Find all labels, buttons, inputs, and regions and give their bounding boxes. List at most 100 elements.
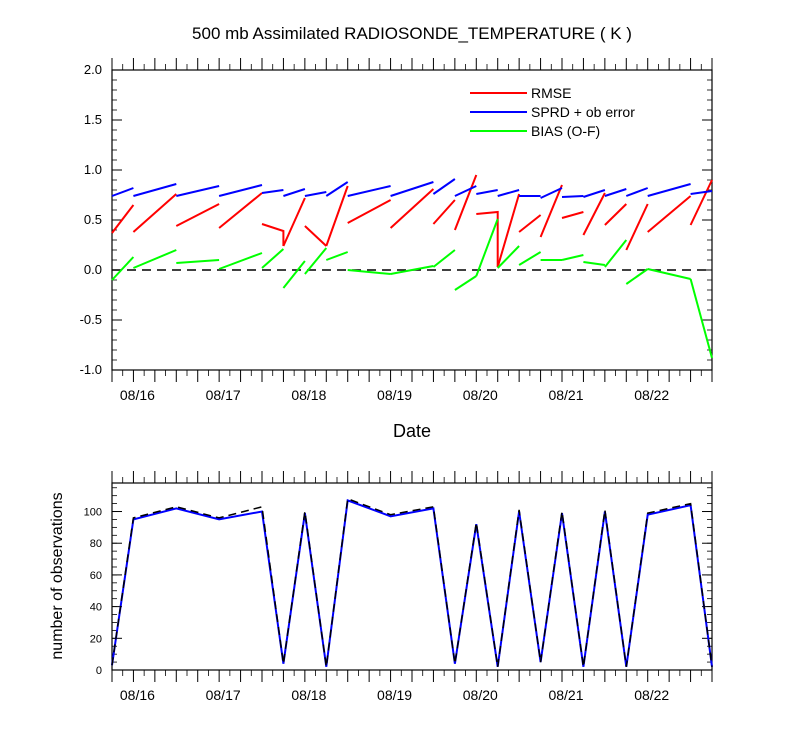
series-rmse-segment	[175, 203, 220, 227]
series-bias-o-f-segment	[518, 251, 542, 266]
series-rmse-segment	[476, 210, 499, 267]
y-tick-label: 0.5	[84, 212, 102, 227]
series-rmse-segment	[111, 204, 135, 234]
series-bias-o-f-segment	[432, 249, 456, 268]
legend: RMSE SPRD + ob error BIAS (O-F)	[470, 85, 635, 139]
series-bias-o-f-segment	[647, 268, 691, 280]
series-rmse-segment	[304, 225, 327, 247]
y-tick-label: 100	[84, 507, 102, 519]
series-bias-o-f-segment	[454, 275, 477, 291]
series-observations-assimilated	[111, 499, 713, 667]
series-sprd-ob-error-segment	[476, 189, 498, 195]
series-bias-o-f-segment	[133, 249, 177, 269]
series-bias-o-f-segment	[218, 252, 263, 270]
y-tick-label: -1.0	[80, 362, 102, 377]
series-bias-o-f-segment	[325, 251, 349, 261]
series-rmse-segment	[261, 223, 285, 246]
x-tick-label: 08/19	[377, 387, 412, 403]
top-plot: 2.0 1.5 1.0 0.5 0.0 -0.5 -1.0 08/16 08/17 08/18 08…	[80, 58, 713, 403]
series-sprd-ob-error-segment	[432, 178, 456, 195]
x-tick-label: 08/16	[120, 687, 155, 703]
x-tick-label: 08/22	[634, 687, 669, 703]
y-tick-label: 60	[90, 570, 102, 582]
y-tick-label: 1.5	[84, 112, 102, 127]
y-tick-label: -0.5	[80, 312, 102, 327]
series-sprd-ob-error-segment	[176, 185, 220, 197]
series-sprd-ob-error-segment	[304, 191, 327, 197]
series-sprd-ob-error-segment	[390, 181, 434, 197]
x-tick-label: 08/21	[548, 387, 583, 403]
series-bias-o-f-segment	[604, 239, 628, 268]
series-sprd-ob-error-segment	[111, 187, 134, 197]
series-rmse-segment	[625, 203, 649, 251]
series-rmse-segment	[218, 192, 263, 229]
series-bias-o-f-segment	[176, 259, 220, 264]
series-rmse-segment	[604, 203, 628, 226]
legend-label: BIAS (O-F)	[531, 123, 600, 139]
series-bias-o-f-segment	[561, 254, 584, 261]
series-rmse-segment	[432, 199, 456, 225]
y-tick-label: 20	[90, 633, 102, 645]
series-rmse-segment	[539, 184, 563, 238]
series-rmse-segment	[282, 197, 306, 247]
series-rmse-segment	[518, 214, 542, 233]
bottom-plot: 100 80 60 40 20 0 08/16 08/17 08/18 08/19 08/20 08/…	[84, 471, 713, 703]
series-sprd-ob-error-segment	[690, 190, 713, 195]
series-sprd-ob-error-segment	[283, 188, 306, 197]
top-x-axis-label: Date	[393, 421, 431, 441]
bottom-y-axis-label: number of observations	[49, 492, 66, 659]
series-sprd-ob-error-segment	[133, 183, 177, 197]
series-bias-o-f-segment	[583, 261, 606, 266]
series-sprd-ob-error-segment	[261, 189, 284, 194]
y-tick-label: 40	[90, 602, 102, 614]
series-bias-o-f-segment	[282, 260, 306, 289]
series-sprd-ob-error-segment	[218, 184, 263, 197]
series-sprd-ob-error-segment	[604, 188, 627, 197]
series-rmse-segment	[689, 179, 713, 226]
series-bias-o-f-segment	[111, 256, 135, 281]
series-sprd-ob-error-segment	[325, 181, 349, 197]
series-rmse-segment	[453, 174, 478, 231]
series-bias-o-f-segment	[304, 247, 328, 275]
series-bias-o-f-segment	[347, 269, 391, 275]
series-rmse-segment	[132, 193, 177, 233]
series-rmse-segment	[496, 193, 521, 268]
y-tick-label: 80	[90, 538, 102, 550]
series-sprd-ob-error-segment	[347, 185, 391, 197]
series-rmse-segment	[325, 185, 349, 247]
series-sprd-ob-error-segment	[540, 187, 563, 199]
series-bias-o-f-segment	[390, 265, 434, 275]
series-rmse-segment	[389, 188, 435, 229]
x-tick-label: 08/20	[463, 387, 498, 403]
series-bias-o-f-segment	[496, 245, 520, 269]
x-tick-label: 08/20	[463, 687, 498, 703]
series-sprd-ob-error-segment	[497, 189, 520, 197]
x-tick-label: 08/21	[548, 687, 583, 703]
series-observations-possible	[111, 497, 713, 667]
series-bias-o-f-segment	[625, 268, 649, 285]
series-bias-o-f-segment	[475, 218, 499, 277]
x-tick-label: 08/18	[291, 387, 326, 403]
series-rmse-segment	[647, 195, 692, 233]
series-bias-o-f-segment	[689, 278, 713, 359]
series-sprd-ob-error-segment	[625, 187, 649, 197]
chart-title: 500 mb Assimilated RADIOSONDE_TEMPERATUR…	[192, 24, 632, 43]
x-tick-label: 08/16	[120, 387, 155, 403]
y-tick-label: 1.0	[84, 162, 102, 177]
y-tick-label: 0	[96, 665, 102, 677]
y-tick-label: 2.0	[84, 62, 102, 77]
series-sprd-ob-error-segment	[583, 189, 606, 198]
legend-label: SPRD + ob error	[531, 104, 635, 120]
y-tick-label: 0.0	[84, 262, 102, 277]
series-bias-o-f-segment	[261, 248, 285, 269]
legend-label: RMSE	[531, 85, 571, 101]
x-tick-label: 08/17	[206, 387, 241, 403]
series-rmse-segment	[561, 211, 584, 219]
series-sprd-ob-error-segment	[561, 195, 584, 198]
x-tick-label: 08/19	[377, 687, 412, 703]
x-tick-label: 08/17	[206, 687, 241, 703]
series-sprd-ob-error-segment	[647, 183, 691, 197]
series-sprd-ob-error-segment	[454, 185, 477, 197]
series-rmse-segment	[582, 192, 606, 236]
